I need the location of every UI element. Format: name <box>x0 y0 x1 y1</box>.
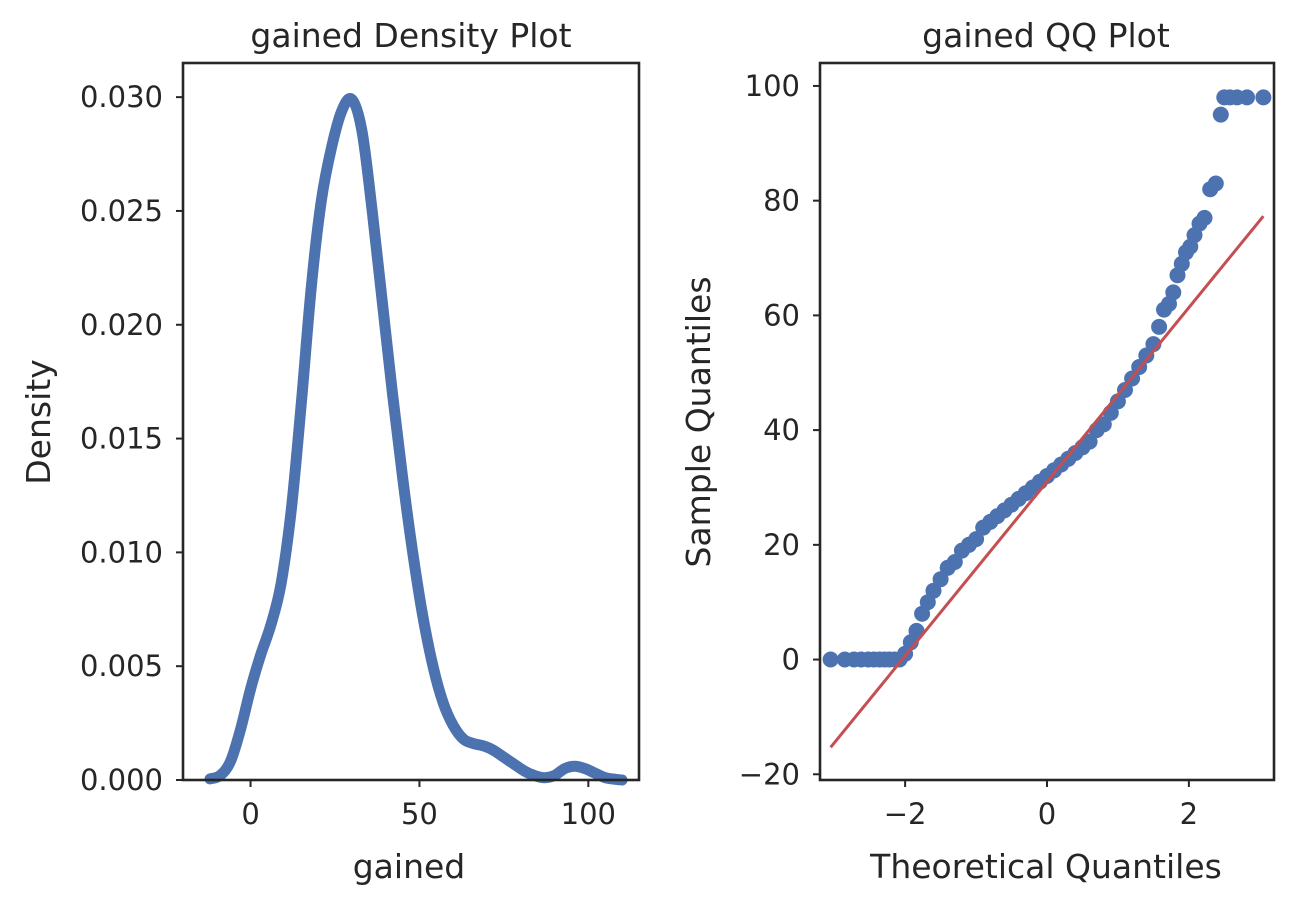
qq-point <box>1165 284 1182 301</box>
density-x-tick-label: 100 <box>561 797 616 831</box>
qq-plot-title: gained QQ Plot <box>922 16 1170 55</box>
qq-x-axis-label: Theoretical Quantiles <box>869 847 1222 886</box>
qq-x-tick-label: 2 <box>1180 797 1198 831</box>
qq-point <box>1207 175 1224 192</box>
qq-y-tick-label: 40 <box>763 413 800 447</box>
qq-axes-frame <box>818 61 1276 782</box>
density-x-tick-label: 0 <box>241 797 259 831</box>
qq-y-tick-label: 60 <box>763 298 800 332</box>
qq-point <box>1117 382 1133 398</box>
qq-y-tick-label: 80 <box>763 184 800 218</box>
qq-point <box>925 582 942 599</box>
density-y-tick-label: 0.025 <box>80 194 163 228</box>
qq-point <box>1196 209 1213 226</box>
qq-point <box>1151 318 1168 335</box>
density-axes-frame <box>181 61 641 782</box>
density-x-ticks: 0 50 100 <box>241 780 616 831</box>
qq-y-tick-label: −20 <box>739 757 800 791</box>
qq-point <box>1081 433 1098 450</box>
qq-points <box>822 89 1272 668</box>
qq-point <box>1138 347 1155 364</box>
density-y-tick-label: 0.010 <box>80 535 163 569</box>
qq-point <box>1255 89 1272 106</box>
density-curve <box>204 93 628 786</box>
qq-point <box>968 531 985 548</box>
density-plot-area: 0 50 100 0.0000.0050.0100.0150.0200.0250.0… <box>80 61 641 831</box>
qq-point <box>1095 416 1112 433</box>
qq-y-tick-label: 100 <box>745 69 800 103</box>
qq-y-axis-label: Sample Quantiles <box>679 276 718 567</box>
qq-reference-line <box>829 215 1265 749</box>
qq-x-ticks: −2 0 2 <box>884 780 1198 831</box>
density-x-axis-label: gained <box>353 847 466 886</box>
density-y-tick-label: 0.030 <box>80 80 163 114</box>
qq-point <box>822 651 839 668</box>
density-y-ticks: 0.000 0.005 0.010 0.015 0.020 0.025 0.030 <box>80 80 183 797</box>
qq-x-tick-label: −2 <box>884 797 927 831</box>
density-y-tick-label: 0.020 <box>80 308 163 342</box>
qq-point <box>946 554 963 570</box>
qq-x-tick-label: 0 <box>1038 797 1056 831</box>
qq-y-tick-label: 20 <box>763 528 800 562</box>
density-plot-title: gained Density Plot <box>250 16 571 55</box>
density-y-tick-label: 0.005 <box>80 649 163 683</box>
qq-point <box>1239 89 1255 106</box>
qq-point <box>932 571 949 588</box>
qq-y-tick-label: 0 <box>782 643 800 677</box>
density-y-tick-label: 0.015 <box>80 422 163 456</box>
qq-y-ticks: −20 0 20 40 60 80 100 <box>739 69 820 791</box>
density-x-tick-label: 50 <box>401 797 438 831</box>
qq-point <box>1212 106 1229 123</box>
density-y-axis-label: Density <box>19 359 58 484</box>
density-panel: gained Density Plot 0 50 100 0.0000.0050.0… <box>19 16 641 886</box>
density-y-tick-label: 0.000 <box>80 763 163 797</box>
